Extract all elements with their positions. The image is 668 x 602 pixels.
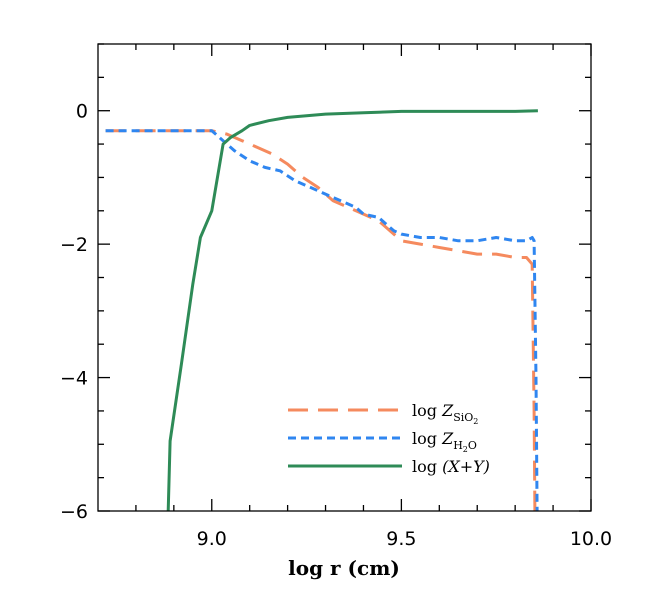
legend: log ZSiO2 log ZH2O log (X+Y) — [288, 401, 490, 476]
y-tick-label: −4 — [60, 368, 88, 390]
x-axis-label: log r (cm) — [288, 556, 400, 580]
y-tick-label: −6 — [60, 501, 88, 523]
legend-label-1: log ZH2O — [412, 429, 477, 454]
series-line-2 — [166, 109, 538, 512]
x-tick-label: 9.5 — [386, 528, 416, 550]
legend-label-2: log (X+Y) — [412, 457, 490, 476]
x-tick-label: 9.0 — [197, 528, 227, 550]
x-tick-label: 10.0 — [570, 528, 612, 550]
y-tick-label: 0 — [76, 101, 88, 123]
series-line-0 — [105, 129, 537, 512]
series-layer — [105, 109, 539, 512]
legend-label-0: log ZSiO2 — [412, 401, 478, 426]
tick-label-layer: 9.0 9.5 10.0 −6 −4 −2 0 — [60, 101, 612, 550]
tick-layer — [98, 43, 592, 512]
y-tick-label: −2 — [60, 234, 88, 256]
series-line-1 — [105, 129, 539, 512]
